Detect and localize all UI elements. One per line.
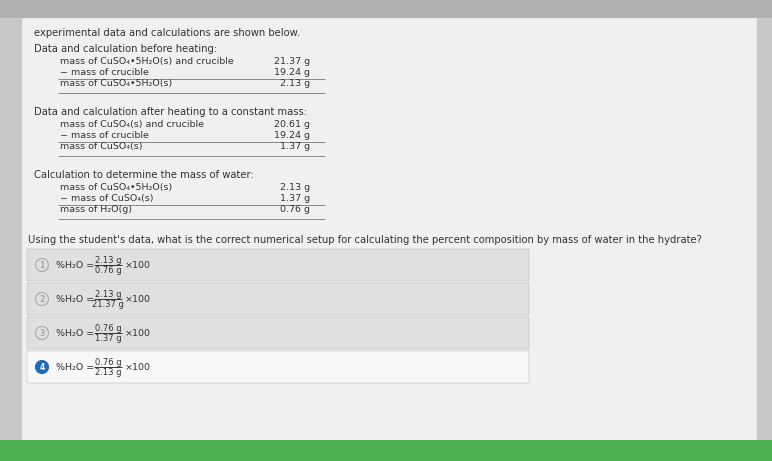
Text: mass of H₂O(g): mass of H₂O(g) [60,205,132,214]
Text: 19.24 g: 19.24 g [274,131,310,140]
Text: 2: 2 [39,295,45,303]
FancyBboxPatch shape [27,249,529,281]
Text: mass of CuSO₄•5H₂O(s): mass of CuSO₄•5H₂O(s) [60,183,172,192]
Text: 1.37 g: 1.37 g [280,194,310,203]
Text: 0.76 g: 0.76 g [95,324,121,332]
FancyBboxPatch shape [27,283,529,315]
Text: − mass of CuSO₄(s): − mass of CuSO₄(s) [60,194,154,203]
Text: 2.13 g: 2.13 g [95,255,121,265]
Text: 0.76 g: 0.76 g [95,266,121,274]
FancyBboxPatch shape [0,0,772,18]
Text: − mass of crucible: − mass of crucible [60,131,149,140]
Text: Data and calculation after heating to a constant mass:: Data and calculation after heating to a … [34,107,307,117]
Text: %H₂O =: %H₂O = [56,362,94,372]
Text: 1: 1 [39,260,45,270]
Text: 0.76 g: 0.76 g [280,205,310,214]
Text: 20.61 g: 20.61 g [274,120,310,129]
Text: Using the student's data, what is the correct numerical setup for calculating th: Using the student's data, what is the co… [28,235,702,245]
Text: Calculation to determine the mass of water:: Calculation to determine the mass of wat… [34,170,254,180]
Text: 2.13 g: 2.13 g [280,79,310,88]
Text: 2.13 g: 2.13 g [95,367,121,377]
Text: 21.37 g: 21.37 g [92,300,124,308]
Text: mass of CuSO₄•5H₂O(s) and crucible: mass of CuSO₄•5H₂O(s) and crucible [60,57,234,66]
Text: − mass of crucible: − mass of crucible [60,68,149,77]
Text: 4: 4 [39,362,45,372]
FancyBboxPatch shape [27,351,529,383]
Text: 21.37 g: 21.37 g [274,57,310,66]
Text: 1.37 g: 1.37 g [280,142,310,151]
Text: %H₂O =: %H₂O = [56,295,94,303]
Text: Data and calculation before heating:: Data and calculation before heating: [34,44,217,54]
Text: mass of CuSO₄(s): mass of CuSO₄(s) [60,142,143,151]
Text: 2.13 g: 2.13 g [280,183,310,192]
Text: 0.76 g: 0.76 g [95,357,121,366]
Text: mass of CuSO₄(s) and crucible: mass of CuSO₄(s) and crucible [60,120,204,129]
Circle shape [36,361,49,373]
Text: ×100: ×100 [125,362,151,372]
Text: ×100: ×100 [125,329,151,337]
Text: experimental data and calculations are shown below.: experimental data and calculations are s… [34,28,300,38]
Text: %H₂O =: %H₂O = [56,260,94,270]
FancyBboxPatch shape [27,317,529,349]
Text: 1.37 g: 1.37 g [95,333,121,343]
Text: 2.13 g: 2.13 g [95,290,121,299]
Text: ×100: ×100 [125,295,151,303]
Text: ×100: ×100 [125,260,151,270]
Text: %H₂O =: %H₂O = [56,329,94,337]
FancyBboxPatch shape [22,18,757,448]
FancyBboxPatch shape [0,440,772,461]
Text: mass of CuSO₄•5H₂O(s): mass of CuSO₄•5H₂O(s) [60,79,172,88]
Text: 19.24 g: 19.24 g [274,68,310,77]
Text: 3: 3 [39,329,45,337]
